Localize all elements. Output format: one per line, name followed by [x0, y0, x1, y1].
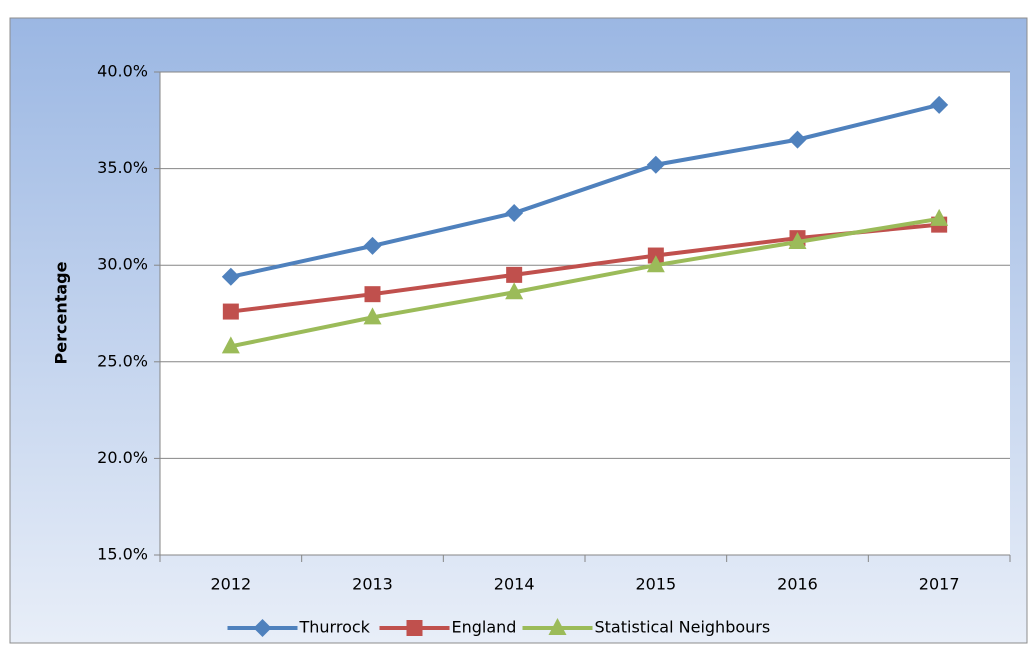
marker: [930, 95, 949, 114]
y-tick-label: 30.0%: [97, 255, 148, 274]
y-axis-label: Percentage: [52, 261, 71, 364]
marker: [221, 267, 240, 286]
x-tick-label: 2014: [494, 575, 535, 594]
marker: [222, 303, 239, 320]
legend-label: Thurrock: [299, 618, 371, 637]
legend-marker: [253, 619, 272, 637]
marker: [646, 155, 665, 174]
legend-label: Statistical Neighbours: [595, 618, 771, 637]
marker: [646, 255, 665, 273]
marker: [363, 307, 382, 325]
x-tick-label: 2016: [777, 575, 818, 594]
marker: [506, 266, 523, 283]
marker: [505, 204, 524, 223]
marker: [364, 286, 381, 303]
y-tick-label: 35.0%: [97, 158, 148, 177]
y-tick-label: 15.0%: [97, 545, 148, 564]
x-tick-label: 2013: [352, 575, 393, 594]
series-line: [230, 102, 940, 279]
series-line: [230, 216, 940, 349]
y-tick-label: 20.0%: [97, 448, 148, 467]
marker: [505, 282, 524, 300]
plot-area: [160, 72, 1010, 555]
legend-marker: [406, 620, 423, 636]
x-tick-label: 2015: [635, 575, 676, 594]
y-tick-label: 40.0%: [97, 62, 148, 81]
series-line: [230, 222, 940, 314]
marker: [221, 336, 240, 354]
marker: [363, 236, 382, 255]
marker: [788, 130, 807, 149]
marker: [930, 208, 949, 226]
x-tick-label: 2017: [919, 575, 960, 594]
legend-marker: [548, 618, 567, 635]
marker: [788, 232, 807, 250]
y-tick-label: 25.0%: [97, 351, 148, 370]
legend-label: England: [452, 618, 517, 637]
x-tick-label: 2012: [210, 575, 251, 594]
